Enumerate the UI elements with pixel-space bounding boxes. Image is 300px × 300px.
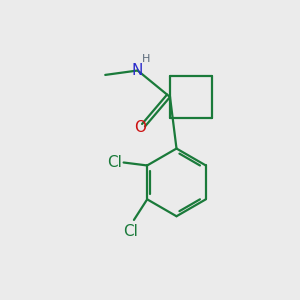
Text: Cl: Cl [107, 155, 122, 170]
Text: H: H [142, 54, 151, 64]
Text: N: N [132, 63, 143, 78]
Text: O: O [134, 120, 146, 135]
Text: Cl: Cl [124, 224, 138, 238]
